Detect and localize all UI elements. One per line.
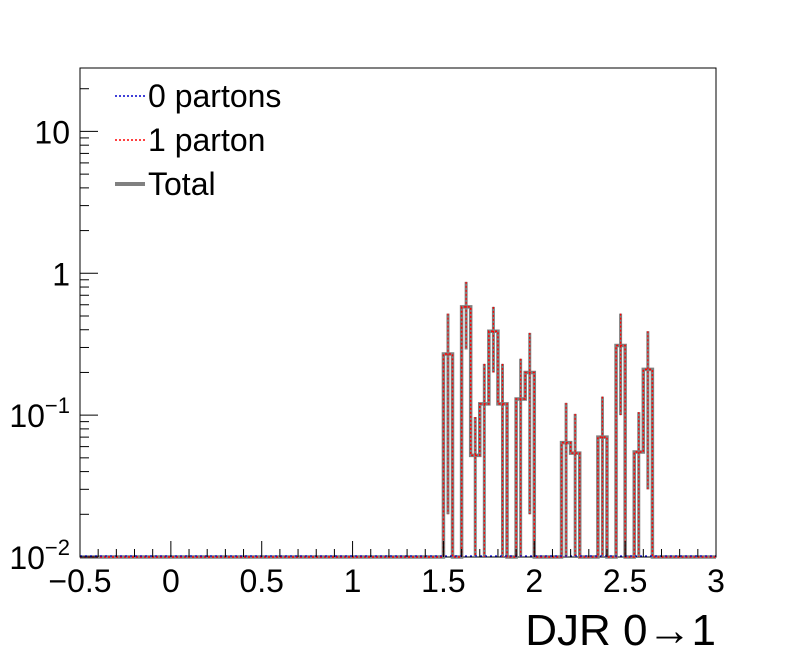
one-parton-histogram [80,306,716,558]
legend-label: 1 parton [148,122,265,158]
x-tick-label: 0.5 [239,563,283,599]
y-tick-label: 10−1 [9,393,70,434]
x-tick-label: 1 [344,563,362,599]
y-tick-label: 10 [34,114,70,150]
x-tick-label: 3 [707,563,725,599]
x-axis-title: DJR 0→1 [525,606,716,655]
total-histogram [80,305,716,559]
x-tick-label: 2 [525,563,543,599]
x-axis: −0.5 0 0.5 1 1.5 2 2.5 3 [48,541,725,599]
y-tick-label: 1 [52,256,70,292]
x-tick-label: 2.5 [603,563,647,599]
legend-label: 0 partons [148,78,281,114]
y-tick-label: 10−2 [9,535,70,576]
legend: 0 partons 1 parton Total [115,78,281,202]
x-tick-label: 0 [162,563,180,599]
x-tick-label: −0.5 [48,563,111,599]
histogram-layer [80,281,716,559]
y-axis: 10−2 10−1 1 10 [9,88,98,576]
legend-label: Total [148,166,216,202]
x-tick-label: 1.5 [421,563,465,599]
